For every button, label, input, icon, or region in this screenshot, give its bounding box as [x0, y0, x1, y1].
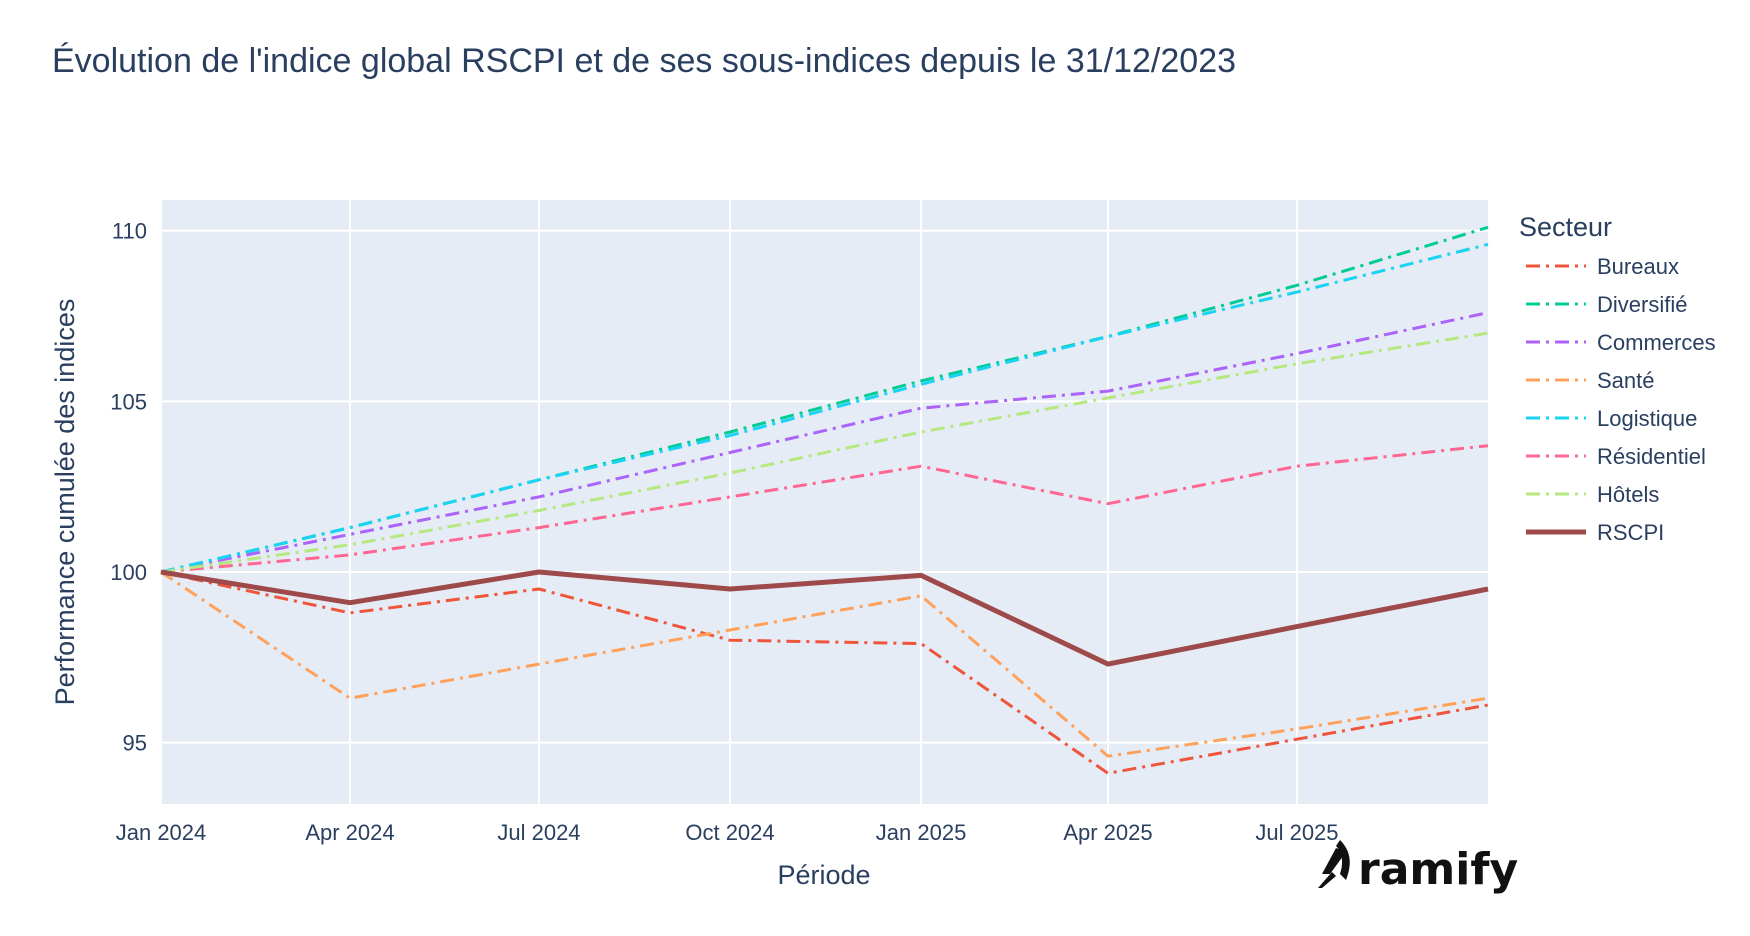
x-tick-label: Apr 2024: [305, 820, 394, 845]
x-tick-label: Jan 2025: [876, 820, 967, 845]
legend-title: Secteur: [1519, 212, 1612, 242]
y-tick-label: 105: [110, 389, 147, 414]
logo-text: ramify: [1358, 844, 1518, 895]
y-gridlines: [161, 229, 1488, 744]
legend: Secteur Bureaux Diversifié Commerces Santé L…: [1519, 212, 1716, 545]
legend-label: Santé: [1597, 368, 1655, 393]
legend-item[interactable]: Bureaux: [1526, 254, 1679, 279]
y-tick-label: 110: [112, 219, 147, 244]
legend-item[interactable]: Logistique: [1526, 406, 1697, 431]
legend-item[interactable]: RSCPI: [1526, 520, 1664, 545]
series-line-rscpi: [160, 569, 1489, 667]
series-line-commerces: [160, 311, 1489, 574]
ramify-logo: ramify: [1318, 840, 1518, 895]
x-tick-label: Jul 2025: [1255, 820, 1338, 845]
legend-item[interactable]: Santé: [1526, 368, 1655, 393]
y-tick-labels: 95 100 105 110: [110, 219, 147, 756]
legend-label: Logistique: [1597, 406, 1697, 431]
legend-item[interactable]: Résidentiel: [1526, 444, 1706, 469]
legend-label: RSCPI: [1597, 520, 1664, 545]
plot-area: [161, 200, 1488, 804]
x-tick-label: Oct 2024: [685, 820, 774, 845]
y-tick-label: 100: [110, 560, 147, 585]
series-line-résidentiel: [160, 444, 1489, 574]
x-gridlines: [160, 200, 1298, 804]
series-line-bureaux: [160, 570, 1489, 775]
series-line-logistique: [160, 242, 1489, 574]
legend-item[interactable]: Hôtels: [1526, 482, 1659, 507]
series-line-hôtels: [160, 331, 1489, 574]
series-line-diversifié: [160, 225, 1489, 574]
x-tick-label: Apr 2025: [1063, 820, 1152, 845]
x-tick-label: Jul 2024: [497, 820, 580, 845]
legend-label: Résidentiel: [1597, 444, 1706, 469]
legend-label: Commerces: [1597, 330, 1716, 355]
y-axis-title: Performance cumulée des indices: [50, 299, 80, 706]
x-tick-label: Jan 2024: [116, 820, 207, 845]
legend-item[interactable]: Diversifié: [1526, 292, 1687, 317]
x-axis-title: Période: [777, 860, 870, 890]
series-lines: [160, 225, 1489, 775]
legend-label: Bureaux: [1597, 254, 1679, 279]
y-tick-label: 95: [123, 731, 147, 756]
legend-label: Diversifié: [1597, 292, 1687, 317]
legend-label: Hôtels: [1597, 482, 1659, 507]
x-tick-labels: Jan 2024 Apr 2024 Jul 2024 Oct 2024 Jan 2025…: [116, 820, 1339, 845]
legend-item[interactable]: Commerces: [1526, 330, 1716, 355]
chart-title: Évolution de l'indice global RSCPI et de…: [52, 42, 1236, 80]
rocket-icon: [1318, 840, 1350, 888]
